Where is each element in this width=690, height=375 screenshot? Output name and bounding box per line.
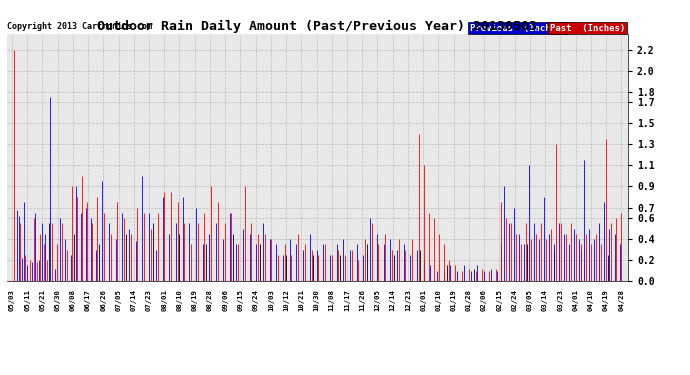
Title: Outdoor Rain Daily Amount (Past/Previous Year) 20130503: Outdoor Rain Daily Amount (Past/Previous…: [97, 20, 538, 33]
Text: Previous  (Inches): Previous (Inches): [469, 24, 566, 33]
Text: Past  (Inches): Past (Inches): [550, 24, 625, 33]
Text: Copyright 2013 Cartronics.com: Copyright 2013 Cartronics.com: [7, 22, 152, 31]
